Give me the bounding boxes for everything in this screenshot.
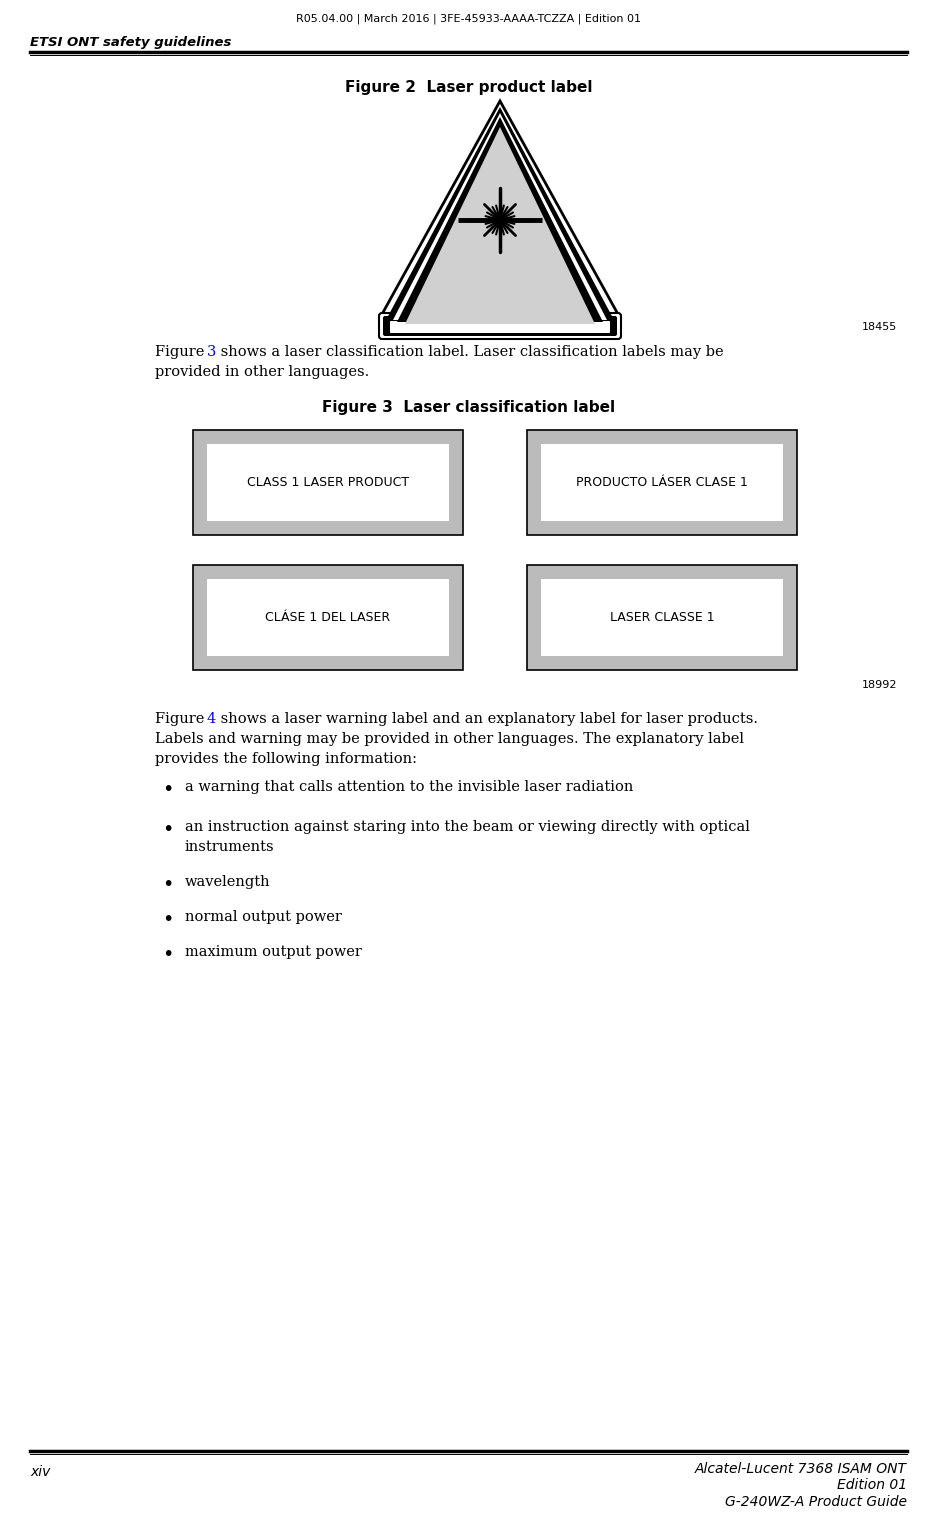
Text: •: • (162, 819, 173, 839)
Text: Edition 01: Edition 01 (836, 1477, 906, 1493)
FancyBboxPatch shape (193, 430, 462, 535)
Text: Figure: Figure (154, 345, 209, 359)
Text: instruments: instruments (184, 841, 274, 854)
FancyBboxPatch shape (540, 444, 782, 521)
Text: CLÁSE 1 DEL LASER: CLÁSE 1 DEL LASER (265, 611, 390, 625)
Text: shows a laser classification label. Laser classification labels may be: shows a laser classification label. Lase… (216, 345, 723, 359)
Text: •: • (162, 910, 173, 929)
Text: 18455: 18455 (861, 322, 896, 331)
FancyBboxPatch shape (193, 565, 462, 670)
Text: Alcatel-Lucent 7368 ISAM ONT: Alcatel-Lucent 7368 ISAM ONT (695, 1462, 906, 1476)
Text: normal output power: normal output power (184, 910, 342, 924)
FancyBboxPatch shape (207, 579, 448, 657)
Text: a warning that calls attention to the invisible laser radiation: a warning that calls attention to the in… (184, 780, 633, 793)
Text: R05.04.00 | March 2016 | 3FE-45933-AAAA-TCZZA | Edition 01: R05.04.00 | March 2016 | 3FE-45933-AAAA-… (296, 14, 640, 24)
Text: an instruction against staring into the beam or viewing directly with optical: an instruction against staring into the … (184, 819, 749, 834)
Text: Figure: Figure (154, 711, 209, 727)
Polygon shape (404, 128, 594, 324)
FancyBboxPatch shape (540, 579, 782, 657)
FancyBboxPatch shape (526, 430, 797, 535)
Polygon shape (387, 106, 612, 318)
Text: •: • (162, 780, 173, 800)
Text: PRODUCTO LÁSER CLASE 1: PRODUCTO LÁSER CLASE 1 (576, 476, 747, 489)
Text: provided in other languages.: provided in other languages. (154, 365, 369, 378)
Text: •: • (162, 945, 173, 964)
Text: Figure 2  Laser product label: Figure 2 Laser product label (344, 81, 592, 94)
Text: CLASS 1 LASER PRODUCT: CLASS 1 LASER PRODUCT (247, 476, 409, 489)
FancyBboxPatch shape (383, 316, 616, 336)
Text: shows a laser warning label and an explanatory label for laser products.: shows a laser warning label and an expla… (216, 711, 757, 727)
Text: Figure 3  Laser classification label: Figure 3 Laser classification label (322, 400, 614, 415)
Text: G-240WZ-A Product Guide: G-240WZ-A Product Guide (724, 1496, 906, 1509)
FancyBboxPatch shape (207, 444, 448, 521)
Text: •: • (162, 876, 173, 894)
Text: provides the following information:: provides the following information: (154, 752, 417, 766)
FancyBboxPatch shape (389, 321, 609, 333)
Text: Labels and warning may be provided in other languages. The explanatory label: Labels and warning may be provided in ot… (154, 733, 743, 746)
Polygon shape (397, 117, 603, 322)
FancyBboxPatch shape (378, 313, 621, 339)
FancyBboxPatch shape (526, 565, 797, 670)
Text: 18992: 18992 (860, 679, 896, 690)
Text: maximum output power: maximum output power (184, 945, 361, 959)
Polygon shape (392, 112, 607, 321)
Text: 4: 4 (207, 711, 216, 727)
Text: wavelength: wavelength (184, 876, 271, 889)
Text: ETSI ONT safety guidelines: ETSI ONT safety guidelines (30, 36, 231, 49)
Text: xiv: xiv (30, 1465, 51, 1479)
Polygon shape (381, 100, 619, 316)
Text: 3: 3 (207, 345, 216, 359)
Text: LASER CLASSE 1: LASER CLASSE 1 (609, 611, 713, 625)
Circle shape (494, 214, 505, 225)
